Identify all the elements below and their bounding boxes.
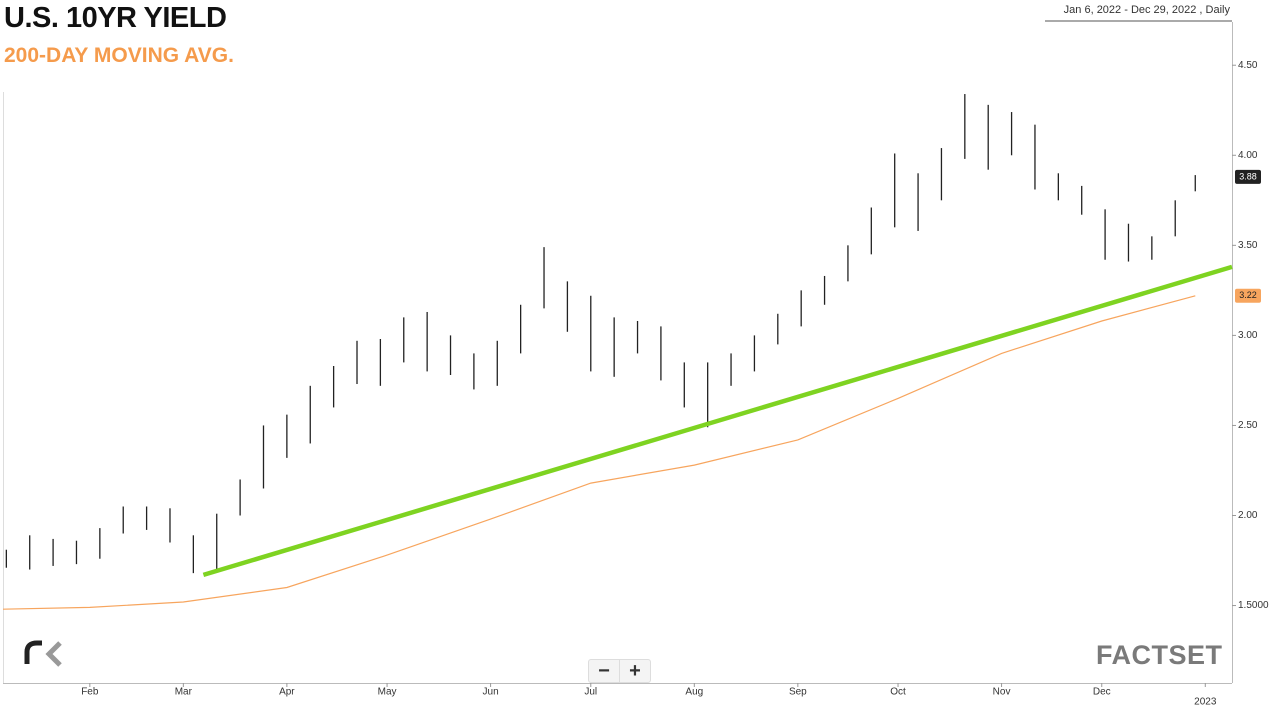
zoom-controls: − + xyxy=(588,659,651,683)
y-tick-label: 4.00 xyxy=(1238,150,1258,161)
y-tick-label: 4.50 xyxy=(1238,60,1258,71)
last-average-label-bg xyxy=(1235,288,1261,303)
last-price-label-bg xyxy=(1235,169,1261,184)
x-tick-label: Dec xyxy=(1093,687,1111,698)
last-average-label: 3.22 xyxy=(1239,290,1257,300)
logo-r xyxy=(24,640,42,664)
last-price-label: 3.88 xyxy=(1239,171,1257,181)
logo-k xyxy=(45,641,62,667)
x-tick-label: May xyxy=(378,687,397,698)
date-range: Jan 6, 2022 - Dec 29, 2022 , Daily xyxy=(1063,4,1230,16)
x-tick-label: Nov xyxy=(993,687,1011,698)
x-tick-label: Mar xyxy=(175,687,193,698)
x-tick-label: Jul xyxy=(584,687,597,698)
moving-average-line xyxy=(2,295,1196,610)
zoom-in-button[interactable]: + xyxy=(619,660,650,682)
y-tick-label: 3.50 xyxy=(1238,240,1258,251)
y-tick-label: 2.00 xyxy=(1238,510,1258,521)
x-tick-label: Apr xyxy=(279,687,295,698)
y-tick-label: 1.5000 xyxy=(1238,600,1269,611)
chart-title: U.S. 10YR YIELD xyxy=(4,2,227,34)
zoom-out-button[interactable]: − xyxy=(598,660,610,682)
x-tick-label: Oct xyxy=(890,687,906,698)
x-tick-label: Sep xyxy=(789,687,807,698)
watermark: FACTSET xyxy=(1096,640,1223,670)
price-bars xyxy=(5,94,1196,574)
x-tick-label: Jun xyxy=(483,687,499,698)
rk-logo xyxy=(24,640,62,667)
y-tick-label: 3.00 xyxy=(1238,330,1258,341)
y-tick-label: 2.50 xyxy=(1238,420,1258,431)
x-tick-label: Aug xyxy=(685,687,703,698)
x-tick-label: 2023 xyxy=(1194,697,1217,708)
chart-subtitle: 200-DAY MOVING AVG. xyxy=(4,44,234,67)
x-tick-label: Feb xyxy=(81,687,99,698)
trendline xyxy=(202,264,1233,578)
